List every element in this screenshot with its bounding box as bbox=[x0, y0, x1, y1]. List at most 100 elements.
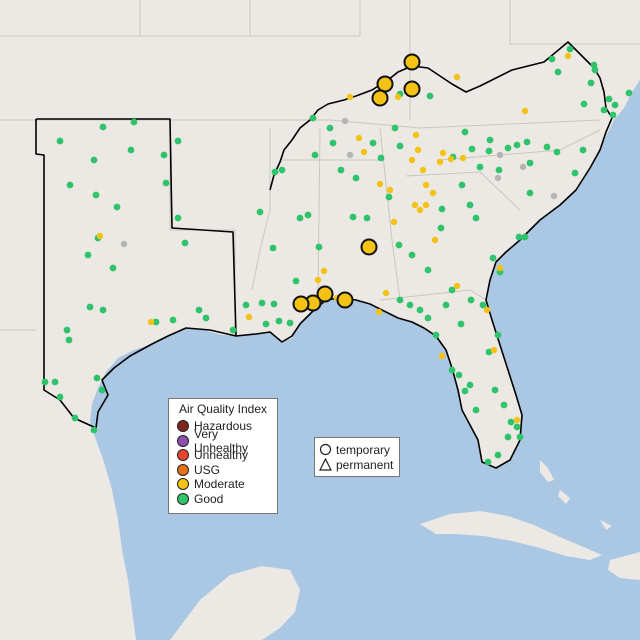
monitor-good[interactable] bbox=[56, 137, 64, 145]
monitor-moderate[interactable] bbox=[438, 352, 446, 360]
monitor-good[interactable] bbox=[548, 55, 556, 63]
monitor-moderate[interactable] bbox=[386, 186, 394, 194]
monitor-good[interactable] bbox=[467, 296, 475, 304]
monitor-good[interactable] bbox=[278, 166, 286, 174]
monitor-good[interactable] bbox=[152, 318, 160, 326]
monitor-good[interactable] bbox=[500, 401, 508, 409]
monitor-good[interactable] bbox=[352, 174, 360, 182]
monitor-good[interactable] bbox=[162, 179, 170, 187]
monitor-good[interactable] bbox=[513, 423, 521, 431]
monitor-good[interactable] bbox=[337, 166, 345, 174]
monitor-good[interactable] bbox=[396, 296, 404, 304]
monitor-good[interactable] bbox=[86, 303, 94, 311]
monitor-good[interactable] bbox=[579, 146, 587, 154]
monitor-good[interactable] bbox=[385, 193, 393, 201]
monitor-good[interactable] bbox=[286, 319, 294, 327]
monitor-good[interactable] bbox=[311, 151, 319, 159]
monitor-good[interactable] bbox=[472, 406, 480, 414]
monitor-good[interactable] bbox=[63, 326, 71, 334]
temporary-monitor-moderate[interactable] bbox=[403, 80, 421, 98]
monitor-good[interactable] bbox=[181, 239, 189, 247]
monitor-good[interactable] bbox=[611, 101, 619, 109]
monitor-good[interactable] bbox=[507, 418, 515, 426]
monitor-moderate[interactable] bbox=[447, 155, 455, 163]
monitor-good[interactable] bbox=[275, 317, 283, 325]
monitor-moderate[interactable] bbox=[453, 73, 461, 81]
monitor-good[interactable] bbox=[315, 243, 323, 251]
monitor-good[interactable] bbox=[600, 106, 608, 114]
monitor-good[interactable] bbox=[309, 114, 317, 122]
monitor-good[interactable] bbox=[605, 95, 613, 103]
monitor-moderate[interactable] bbox=[394, 93, 402, 101]
monitor-moderate[interactable] bbox=[436, 158, 444, 166]
monitor-no-data[interactable] bbox=[496, 151, 504, 159]
monitor-no-data[interactable] bbox=[120, 240, 128, 248]
monitor-no-data[interactable] bbox=[346, 151, 354, 159]
monitor-moderate[interactable] bbox=[483, 306, 491, 314]
monitor-good[interactable] bbox=[270, 300, 278, 308]
monitor-good[interactable] bbox=[127, 146, 135, 154]
monitor-markers[interactable] bbox=[41, 45, 633, 466]
monitor-good[interactable] bbox=[466, 201, 474, 209]
monitor-good[interactable] bbox=[395, 241, 403, 249]
monitor-good[interactable] bbox=[51, 378, 59, 386]
monitor-good[interactable] bbox=[486, 136, 494, 144]
monitor-moderate[interactable] bbox=[439, 149, 447, 157]
monitor-moderate[interactable] bbox=[390, 218, 398, 226]
monitor-moderate[interactable] bbox=[496, 264, 504, 272]
monitor-good[interactable] bbox=[377, 154, 385, 162]
monitor-moderate[interactable] bbox=[408, 156, 416, 164]
monitor-good[interactable] bbox=[587, 79, 595, 87]
monitor-good[interactable] bbox=[554, 68, 562, 76]
monitor-good[interactable] bbox=[504, 433, 512, 441]
monitor-good[interactable] bbox=[590, 61, 598, 69]
monitor-good[interactable] bbox=[513, 141, 521, 149]
monitor-moderate[interactable] bbox=[490, 346, 498, 354]
temporary-monitor-moderate[interactable] bbox=[360, 238, 378, 256]
monitor-good[interactable] bbox=[271, 168, 279, 176]
monitor-good[interactable] bbox=[262, 320, 270, 328]
temporary-monitor-moderate[interactable] bbox=[403, 53, 421, 71]
monitor-moderate[interactable] bbox=[245, 313, 253, 321]
monitor-good[interactable] bbox=[98, 386, 106, 394]
monitor-good[interactable] bbox=[432, 331, 440, 339]
monitor-good[interactable] bbox=[363, 214, 371, 222]
monitor-good[interactable] bbox=[468, 145, 476, 153]
monitor-good[interactable] bbox=[494, 451, 502, 459]
monitor-no-data[interactable] bbox=[550, 192, 558, 200]
monitor-good[interactable] bbox=[516, 433, 524, 441]
monitor-moderate[interactable] bbox=[411, 201, 419, 209]
monitor-moderate[interactable] bbox=[422, 201, 430, 209]
monitor-good[interactable] bbox=[495, 166, 503, 174]
monitor-good[interactable] bbox=[491, 386, 499, 394]
monitor-good[interactable] bbox=[269, 244, 277, 252]
monitor-good[interactable] bbox=[130, 118, 138, 126]
monitor-moderate[interactable] bbox=[147, 318, 155, 326]
monitor-moderate[interactable] bbox=[419, 166, 427, 174]
monitor-good[interactable] bbox=[571, 169, 579, 177]
monitor-good[interactable] bbox=[526, 159, 534, 167]
monitor-good[interactable] bbox=[242, 301, 250, 309]
monitor-good[interactable] bbox=[625, 89, 633, 97]
monitor-good[interactable] bbox=[543, 143, 551, 151]
monitor-good[interactable] bbox=[329, 139, 337, 147]
monitor-good[interactable] bbox=[160, 151, 168, 159]
monitor-moderate[interactable] bbox=[453, 282, 461, 290]
monitor-good[interactable] bbox=[84, 251, 92, 259]
monitor-good[interactable] bbox=[485, 348, 493, 356]
temporary-monitor-moderate[interactable] bbox=[336, 291, 354, 309]
monitor-good[interactable] bbox=[92, 191, 100, 199]
monitor-good[interactable] bbox=[41, 378, 49, 386]
monitor-good[interactable] bbox=[485, 147, 493, 155]
monitor-good[interactable] bbox=[202, 314, 210, 322]
monitor-good[interactable] bbox=[437, 224, 445, 232]
monitor-moderate[interactable] bbox=[320, 267, 328, 275]
monitor-good[interactable] bbox=[457, 320, 465, 328]
monitor-good[interactable] bbox=[296, 214, 304, 222]
monitor-moderate[interactable] bbox=[431, 236, 439, 244]
monitor-good[interactable] bbox=[349, 213, 357, 221]
monitor-moderate[interactable] bbox=[414, 146, 422, 154]
monitor-no-data[interactable] bbox=[494, 174, 502, 182]
monitor-good[interactable] bbox=[93, 374, 101, 382]
monitor-good[interactable] bbox=[609, 111, 617, 119]
